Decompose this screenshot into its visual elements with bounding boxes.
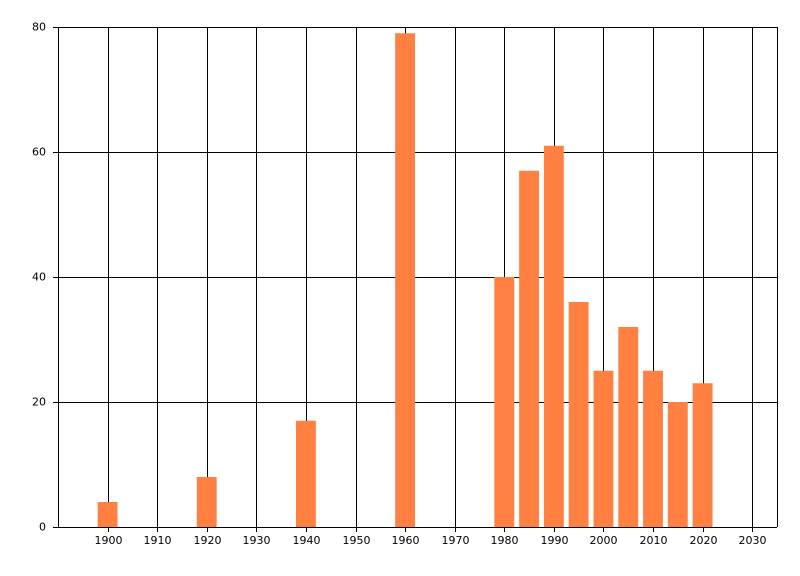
x-tick-label: 1940 bbox=[293, 534, 321, 547]
y-tick-label: 20 bbox=[32, 396, 46, 409]
x-tick-label: 1980 bbox=[491, 534, 519, 547]
x-tick-label: 1970 bbox=[442, 534, 470, 547]
x-tick-label: 2030 bbox=[739, 534, 767, 547]
bar bbox=[543, 145, 564, 527]
y-tick-label: 80 bbox=[32, 21, 46, 34]
bar bbox=[519, 170, 539, 527]
x-tick-label: 1900 bbox=[95, 534, 123, 547]
y-tick-label: 60 bbox=[32, 146, 46, 159]
x-tick-label: 2010 bbox=[640, 534, 668, 547]
x-tick-label: 1920 bbox=[194, 534, 222, 547]
x-tick-label: 1950 bbox=[343, 534, 371, 547]
x-tick-label: 1990 bbox=[541, 534, 569, 547]
bar bbox=[593, 370, 614, 527]
y-tick-label: 0 bbox=[39, 521, 46, 534]
bar bbox=[395, 33, 416, 527]
x-tick-label: 1960 bbox=[392, 534, 420, 547]
y-tick-label: 40 bbox=[32, 271, 46, 284]
bar bbox=[667, 402, 688, 527]
x-tick-label: 2000 bbox=[590, 534, 618, 547]
bar bbox=[494, 277, 515, 527]
bar bbox=[97, 502, 118, 527]
bar bbox=[296, 420, 316, 527]
x-tick-label: 1910 bbox=[144, 534, 172, 547]
bar bbox=[643, 370, 663, 527]
x-tick-label: 1930 bbox=[243, 534, 271, 547]
bar bbox=[196, 477, 217, 527]
bar bbox=[692, 383, 713, 527]
x-tick-label: 2020 bbox=[690, 534, 718, 547]
bar bbox=[568, 302, 589, 527]
bar bbox=[618, 327, 639, 527]
